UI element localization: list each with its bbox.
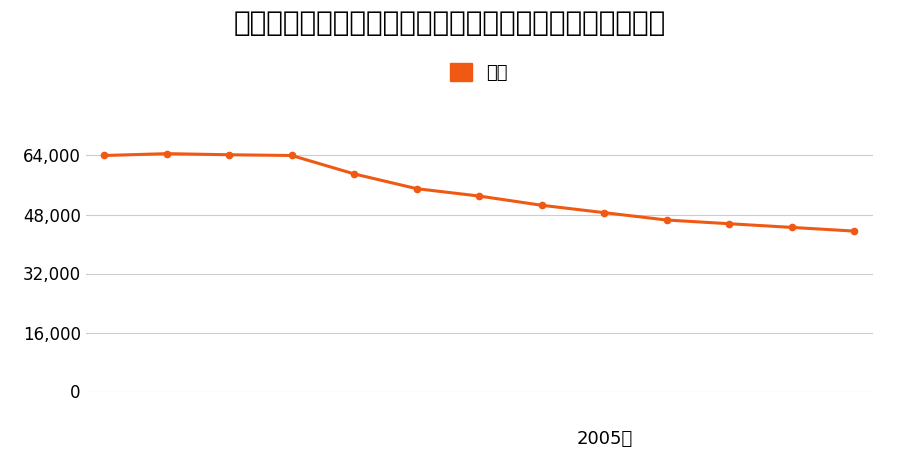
Text: 宮城県仙台市宮城野区岩切字台屋敷３４番１０の地価推移: 宮城県仙台市宮城野区岩切字台屋敷３４番１０の地価推移 [234,9,666,37]
Text: 2005年: 2005年 [576,430,633,448]
Legend: 価格: 価格 [443,55,516,89]
